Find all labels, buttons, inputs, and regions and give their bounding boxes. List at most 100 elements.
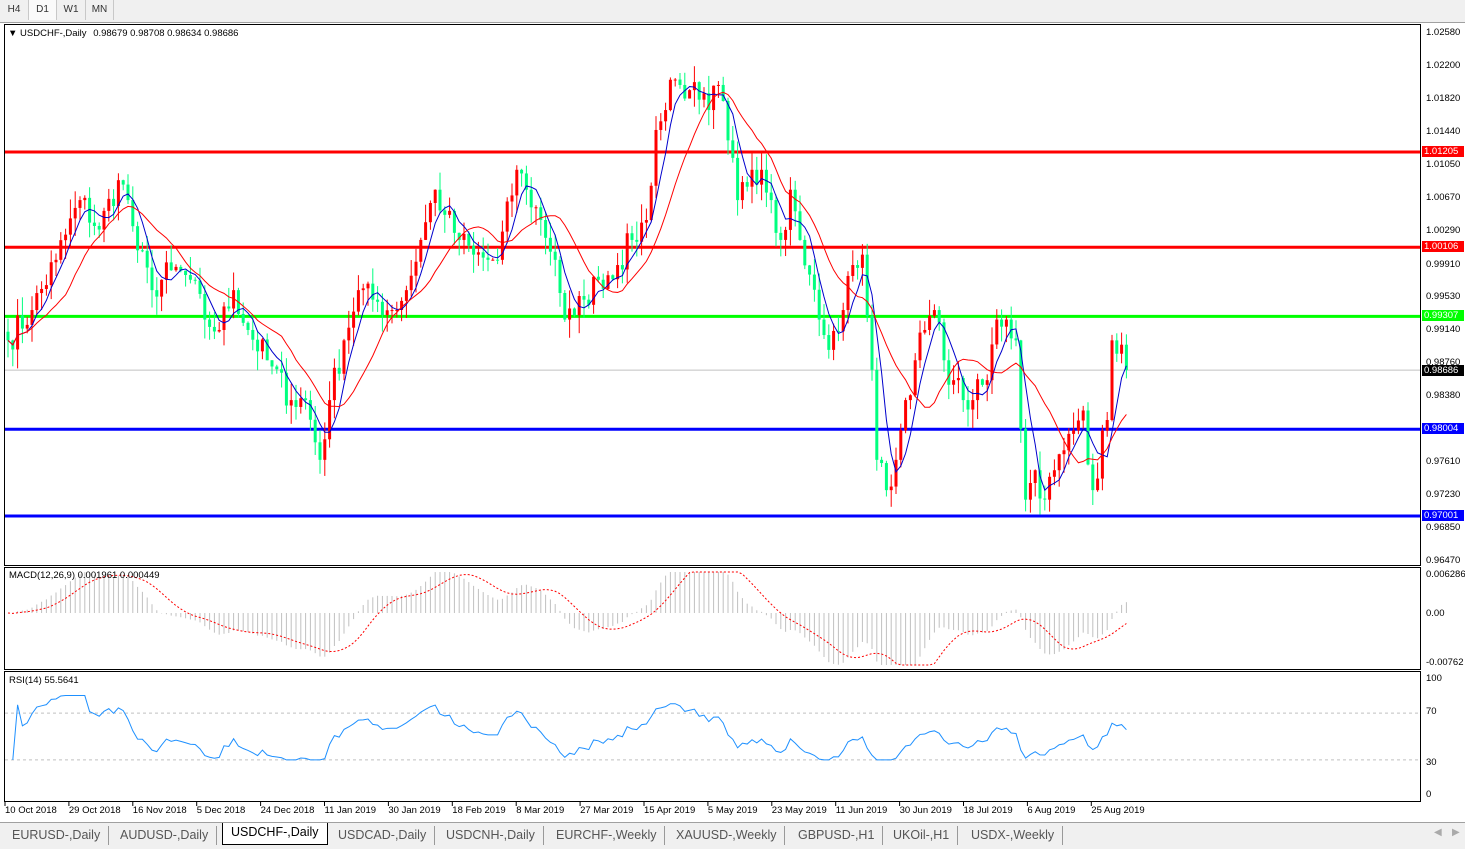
candle	[654, 116, 658, 199]
candle	[966, 386, 970, 427]
candle-body	[184, 270, 188, 276]
candle-body	[400, 300, 404, 310]
candle	[318, 430, 322, 474]
candle-body	[414, 261, 418, 276]
candle	[880, 456, 884, 468]
candle	[889, 474, 893, 507]
chart-tab[interactable]: AUDUSD-,Daily	[112, 826, 218, 845]
timeframe-d1[interactable]: D1	[29, 0, 57, 20]
candle	[184, 270, 188, 287]
candle	[486, 243, 490, 272]
candle	[260, 338, 264, 360]
candle	[937, 306, 941, 331]
candle	[404, 285, 408, 319]
candle	[356, 275, 360, 316]
candle-body	[222, 306, 226, 330]
candle-body	[1072, 430, 1076, 434]
candle-body	[313, 419, 317, 443]
scroll-right-icon[interactable]: ▶	[1452, 827, 1460, 838]
candle	[155, 277, 159, 315]
candle	[6, 318, 10, 358]
scroll-left-icon[interactable]: ◀	[1434, 827, 1442, 838]
candle	[928, 299, 932, 336]
timeframe-w1[interactable]: W1	[57, 0, 86, 20]
candle-body	[745, 182, 749, 187]
candle	[1072, 412, 1076, 445]
candle-body	[784, 229, 788, 240]
candle-body	[1038, 470, 1042, 499]
candle	[376, 286, 380, 313]
candle-body	[990, 344, 994, 381]
candle	[884, 460, 888, 497]
candle-body	[582, 296, 586, 300]
timeframe-h4[interactable]: H4	[0, 0, 29, 20]
candle-body	[83, 197, 87, 201]
candle-body	[817, 289, 821, 320]
candle-body	[760, 169, 764, 185]
candle-body	[688, 90, 692, 99]
rsi-panel[interactable]	[4, 671, 1421, 802]
candle	[1096, 462, 1100, 492]
candle	[817, 273, 821, 337]
chart-tab[interactable]: GBPUSD-,H1	[790, 826, 884, 845]
candle	[601, 273, 605, 299]
candle	[361, 283, 365, 306]
candle	[275, 364, 279, 374]
macd-panel[interactable]	[4, 567, 1421, 670]
candle-body	[1110, 340, 1114, 421]
candle-body	[164, 262, 168, 280]
candle-body	[409, 275, 413, 291]
candle	[1052, 459, 1056, 486]
candle	[49, 250, 53, 300]
candle-body	[678, 79, 682, 85]
candle-body	[870, 316, 874, 370]
price-chart-panel[interactable]	[4, 24, 1421, 566]
candle-body	[227, 306, 231, 309]
candle-body	[361, 288, 365, 291]
candle-body	[1004, 319, 1008, 327]
price-axis-label: 1.00290	[1426, 225, 1461, 236]
candle-body	[323, 439, 327, 460]
chart-tab[interactable]: USDCHF-,Daily	[222, 823, 328, 845]
chart-tab[interactable]: USDCAD-,Daily	[330, 826, 436, 845]
candle	[649, 182, 653, 222]
candle	[16, 299, 20, 369]
candle-body	[1043, 498, 1047, 500]
candle	[160, 279, 164, 312]
ohlc-values: 0.98679 0.98708 0.98634 0.98686	[93, 28, 239, 39]
candle	[563, 290, 567, 322]
chart-header: ▼ USDCHF-,Daily 0.98679 0.98708 0.98634 …	[8, 28, 239, 39]
candle-body	[1014, 338, 1018, 341]
candle	[932, 304, 936, 319]
price-axis-label: 0.97230	[1426, 489, 1461, 500]
chart-tab[interactable]: EURCHF-,Weekly	[548, 826, 666, 845]
candle-body	[347, 327, 351, 341]
candle-body	[390, 310, 394, 312]
candle-body	[836, 330, 840, 332]
chart-tab[interactable]: EURUSD-,Daily	[4, 826, 110, 845]
candle-body	[1057, 454, 1061, 471]
candle	[952, 365, 956, 395]
chart-tab[interactable]: USDCNH-,Daily	[438, 826, 544, 845]
candle-body	[275, 366, 279, 370]
candle-body	[620, 265, 624, 270]
candle	[769, 174, 773, 214]
candle-body	[611, 275, 615, 280]
candle	[73, 191, 77, 236]
candle	[35, 285, 39, 315]
candle	[40, 281, 44, 310]
candle-body	[352, 311, 356, 328]
chart-tab[interactable]: XAUUSD-,Weekly	[668, 826, 786, 845]
chart-tab[interactable]: UKOil-,H1	[885, 826, 959, 845]
candle	[534, 205, 538, 225]
candle	[462, 222, 466, 255]
collapse-triangle-icon[interactable]: ▼	[8, 28, 18, 39]
candle-body	[342, 340, 346, 374]
candle	[836, 316, 840, 342]
candle	[875, 357, 879, 471]
candle-body	[606, 275, 610, 289]
candle-body	[596, 276, 600, 280]
chart-tab[interactable]: USDX-,Weekly	[963, 826, 1064, 845]
candle-body	[716, 84, 720, 86]
timeframe-mn[interactable]: MN	[86, 0, 114, 20]
